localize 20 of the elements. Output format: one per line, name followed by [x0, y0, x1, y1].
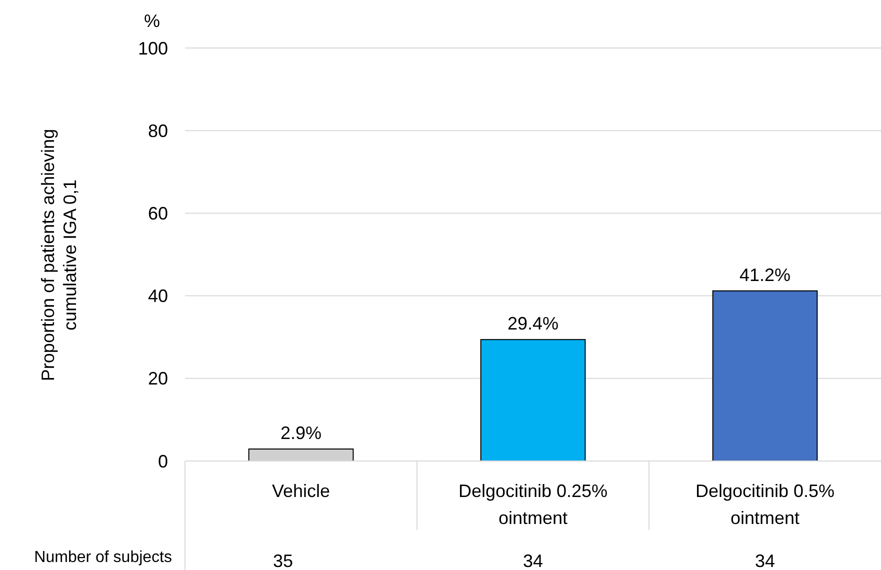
text: 34 — [522, 551, 544, 570]
y-tick-label: 60 — [148, 204, 168, 224]
data-label: 29.4% — [507, 314, 559, 334]
bar — [712, 290, 818, 462]
text: Number of subjects — [34, 549, 172, 566]
y-tick-label: 100 — [138, 38, 168, 58]
x-tick-label: Delgocitinib 0.5% ointment — [695, 481, 835, 528]
data-label: 2.9% — [280, 423, 322, 444]
y-tick-label: 40 — [148, 286, 168, 306]
x-tick-label: Vehicle — [272, 481, 330, 501]
bar — [480, 339, 586, 462]
y-tick-label: 80 — [148, 120, 168, 141]
text: 35 — [272, 551, 294, 570]
y-tick-label: 0 — [158, 451, 168, 472]
x-tick-label: Delgocitinib 0.25% ointment — [458, 481, 608, 528]
text: 34 — [754, 551, 776, 570]
y-axis-title: Proportion of patients achieving cumulative IGA 0,1 — [38, 128, 80, 382]
text: % — [144, 11, 160, 31]
data-label: 41.2% — [739, 264, 791, 285]
y-tick-label: 20 — [148, 368, 168, 389]
